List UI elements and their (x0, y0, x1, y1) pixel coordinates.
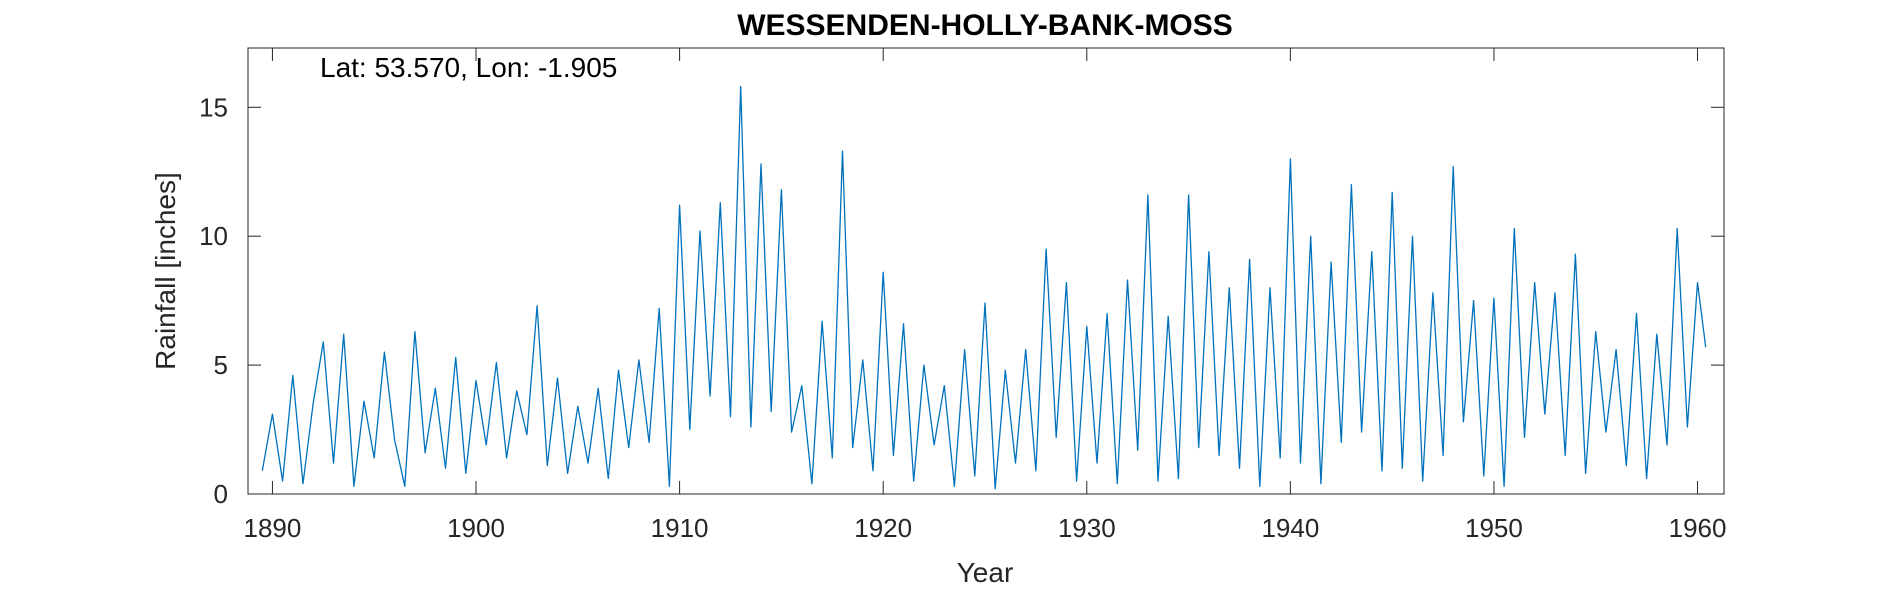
y-axis-title: Rainfall [inches] (150, 172, 181, 370)
x-tick-label: 1920 (854, 513, 912, 543)
series-layer (261, 86, 1707, 490)
y-tick-label: 10 (199, 221, 228, 251)
y-tick-label: 0 (214, 479, 228, 509)
x-tick-label: 1890 (244, 513, 302, 543)
y-tick-label: 5 (214, 350, 228, 380)
x-tick-label: 1910 (651, 513, 709, 543)
y-axis-ticks: 0 5 10 15 (199, 92, 1724, 509)
location-annotation: Lat: 53.570, Lon: -1.905 (320, 52, 617, 83)
x-axis-ticks: 1890 1900 1910 1920 1930 1940 1950 1960 (244, 48, 1727, 543)
x-tick-label: 1900 (447, 513, 505, 543)
chart-title: WESSENDEN-HOLLY-BANK-MOSS (737, 9, 1233, 42)
plot-axes (247, 47, 1725, 495)
x-tick-label: 1940 (1261, 513, 1319, 543)
x-axis-title: Year (957, 557, 1014, 588)
y-tick-label: 15 (199, 92, 228, 122)
rainfall-series-line (261, 86, 1707, 490)
x-tick-label: 1950 (1465, 513, 1523, 543)
x-tick-label: 1960 (1669, 513, 1727, 543)
x-tick-label: 1930 (1058, 513, 1116, 543)
plot-box (247, 47, 1725, 495)
